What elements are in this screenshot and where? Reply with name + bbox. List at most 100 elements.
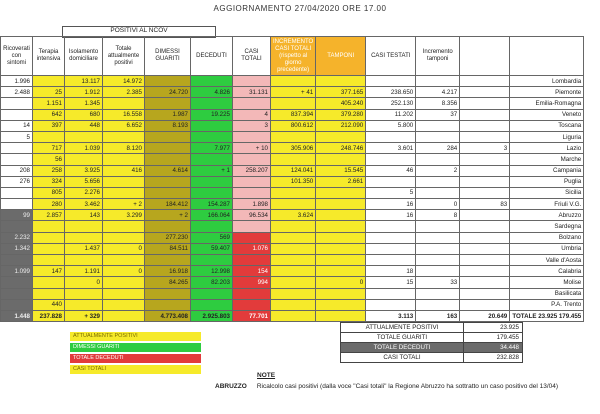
table-cell [0,298,33,311]
table-cell: 19.225 [190,108,233,121]
table-cell: 8.120 [102,142,145,155]
table-row: 805 2.276 5 Sicilia [0,186,585,200]
table-cell: 37 [415,108,461,121]
table-cell: 4.773.408 [144,309,191,323]
table-row: Sardegna [0,220,585,233]
table-cell: 642 [32,108,65,121]
notes-title: NOTE [257,372,276,379]
table-cell: 3 [459,142,511,155]
table-cell: 1.099 [0,265,33,278]
table-cell [32,276,65,289]
table-cell [365,287,417,300]
table-cell [365,74,417,88]
table-cell: 18 [365,265,417,278]
table-cell [102,287,145,300]
region-name: Bolzano [509,231,585,244]
table-cell: 248.746 [315,142,367,155]
summary-value: 23.925 [463,322,523,333]
table-cell: 237.828 [32,309,65,323]
table-cell [459,265,511,278]
table-cell: 8.193 [144,119,191,132]
table-cell [459,130,511,144]
region-name: Abruzzo [509,209,585,222]
table-row: 208 258 3.925 416 4.614 + 1 258.207 124.041 15.5… [0,164,585,177]
header-cell: CASI TESTATI [365,36,417,76]
table-cell: 379.280 [315,108,367,121]
table-cell [32,287,65,300]
table-cell: 31.131 [232,86,271,99]
header-cell: DECEDUTI [190,36,233,76]
table-cell [64,130,103,144]
table-cell: 143 [64,209,103,222]
table-row: 1.996 13.117 14.972 Lombardia [0,74,585,88]
table-cell [144,220,191,233]
table-cell [190,220,233,233]
notes-region: ABRUZZO [215,383,247,390]
table-cell: 1.039 [64,142,103,155]
table-cell [232,253,271,267]
table-cell [232,287,271,300]
table-cell [144,97,191,110]
table-cell [232,97,271,110]
table-cell [144,175,191,188]
table-cell: 4 [232,108,271,121]
table-cell [459,175,511,188]
table-cell [315,242,367,256]
table-cell: 147 [32,265,65,278]
table-cell [269,242,317,256]
table-cell: 84.511 [144,242,191,256]
table-cell: 59.407 [190,242,233,256]
table-cell [0,153,33,166]
table-cell [315,253,367,267]
table-cell [102,97,145,110]
table-cell [415,74,461,88]
table-cell [415,253,461,267]
table-cell [365,298,417,311]
table-cell [190,287,233,300]
table-row: 717 1.039 8.120 7.977 + 10 305.906 248.746 3.60… [0,142,585,155]
table-cell [32,242,65,256]
table-cell [0,108,33,121]
table-cell [232,153,271,166]
region-name: Molise [509,276,585,289]
table-cell [32,220,65,233]
table-cell [459,253,511,267]
header-cell: Incremento tamponi [415,36,461,76]
table-cell: 7.977 [190,142,233,155]
table-cell [64,287,103,300]
header-cell: DIMESSI GUARITI [144,36,191,76]
table-cell [459,164,511,177]
table-cell: 16.558 [102,108,145,121]
table-cell [365,231,417,244]
table-cell [0,276,33,289]
table-cell [102,253,145,267]
table-cell: 0 [315,276,367,289]
table-cell [365,153,417,166]
table-cell: 16 [365,209,417,222]
table-cell: 416 [102,164,145,177]
region-name: Piemonte [509,86,585,99]
table-cell [64,231,103,244]
region-name: Basilicata [509,287,585,300]
table-cell: 717 [32,142,65,155]
table-cell: 20.649 [459,309,511,323]
table-cell: 800.612 [269,119,317,132]
table-cell: 284 [415,142,461,155]
table-row: 2.232 277.230 569 Bolzano [0,231,585,244]
table-cell [102,298,145,311]
header-cell: Totale attualmente positivi [102,36,145,76]
table-cell: + 2 [144,209,191,222]
region-name: Lazio [509,142,585,155]
table-cell [144,153,191,166]
table-cell: 2.232 [0,231,33,244]
region-name: Liguria [509,130,585,144]
region-name: Toscana [509,119,585,132]
table-cell [144,287,191,300]
table-cell: 3.601 [365,142,417,155]
table-cell [459,153,511,166]
table-cell: 252.130 [365,97,417,110]
table-cell [102,186,145,200]
region-name: Calabria [509,265,585,278]
header-row: Ricoverati con sintomi Terapia intensiva… [0,36,585,76]
table-cell [102,130,145,144]
